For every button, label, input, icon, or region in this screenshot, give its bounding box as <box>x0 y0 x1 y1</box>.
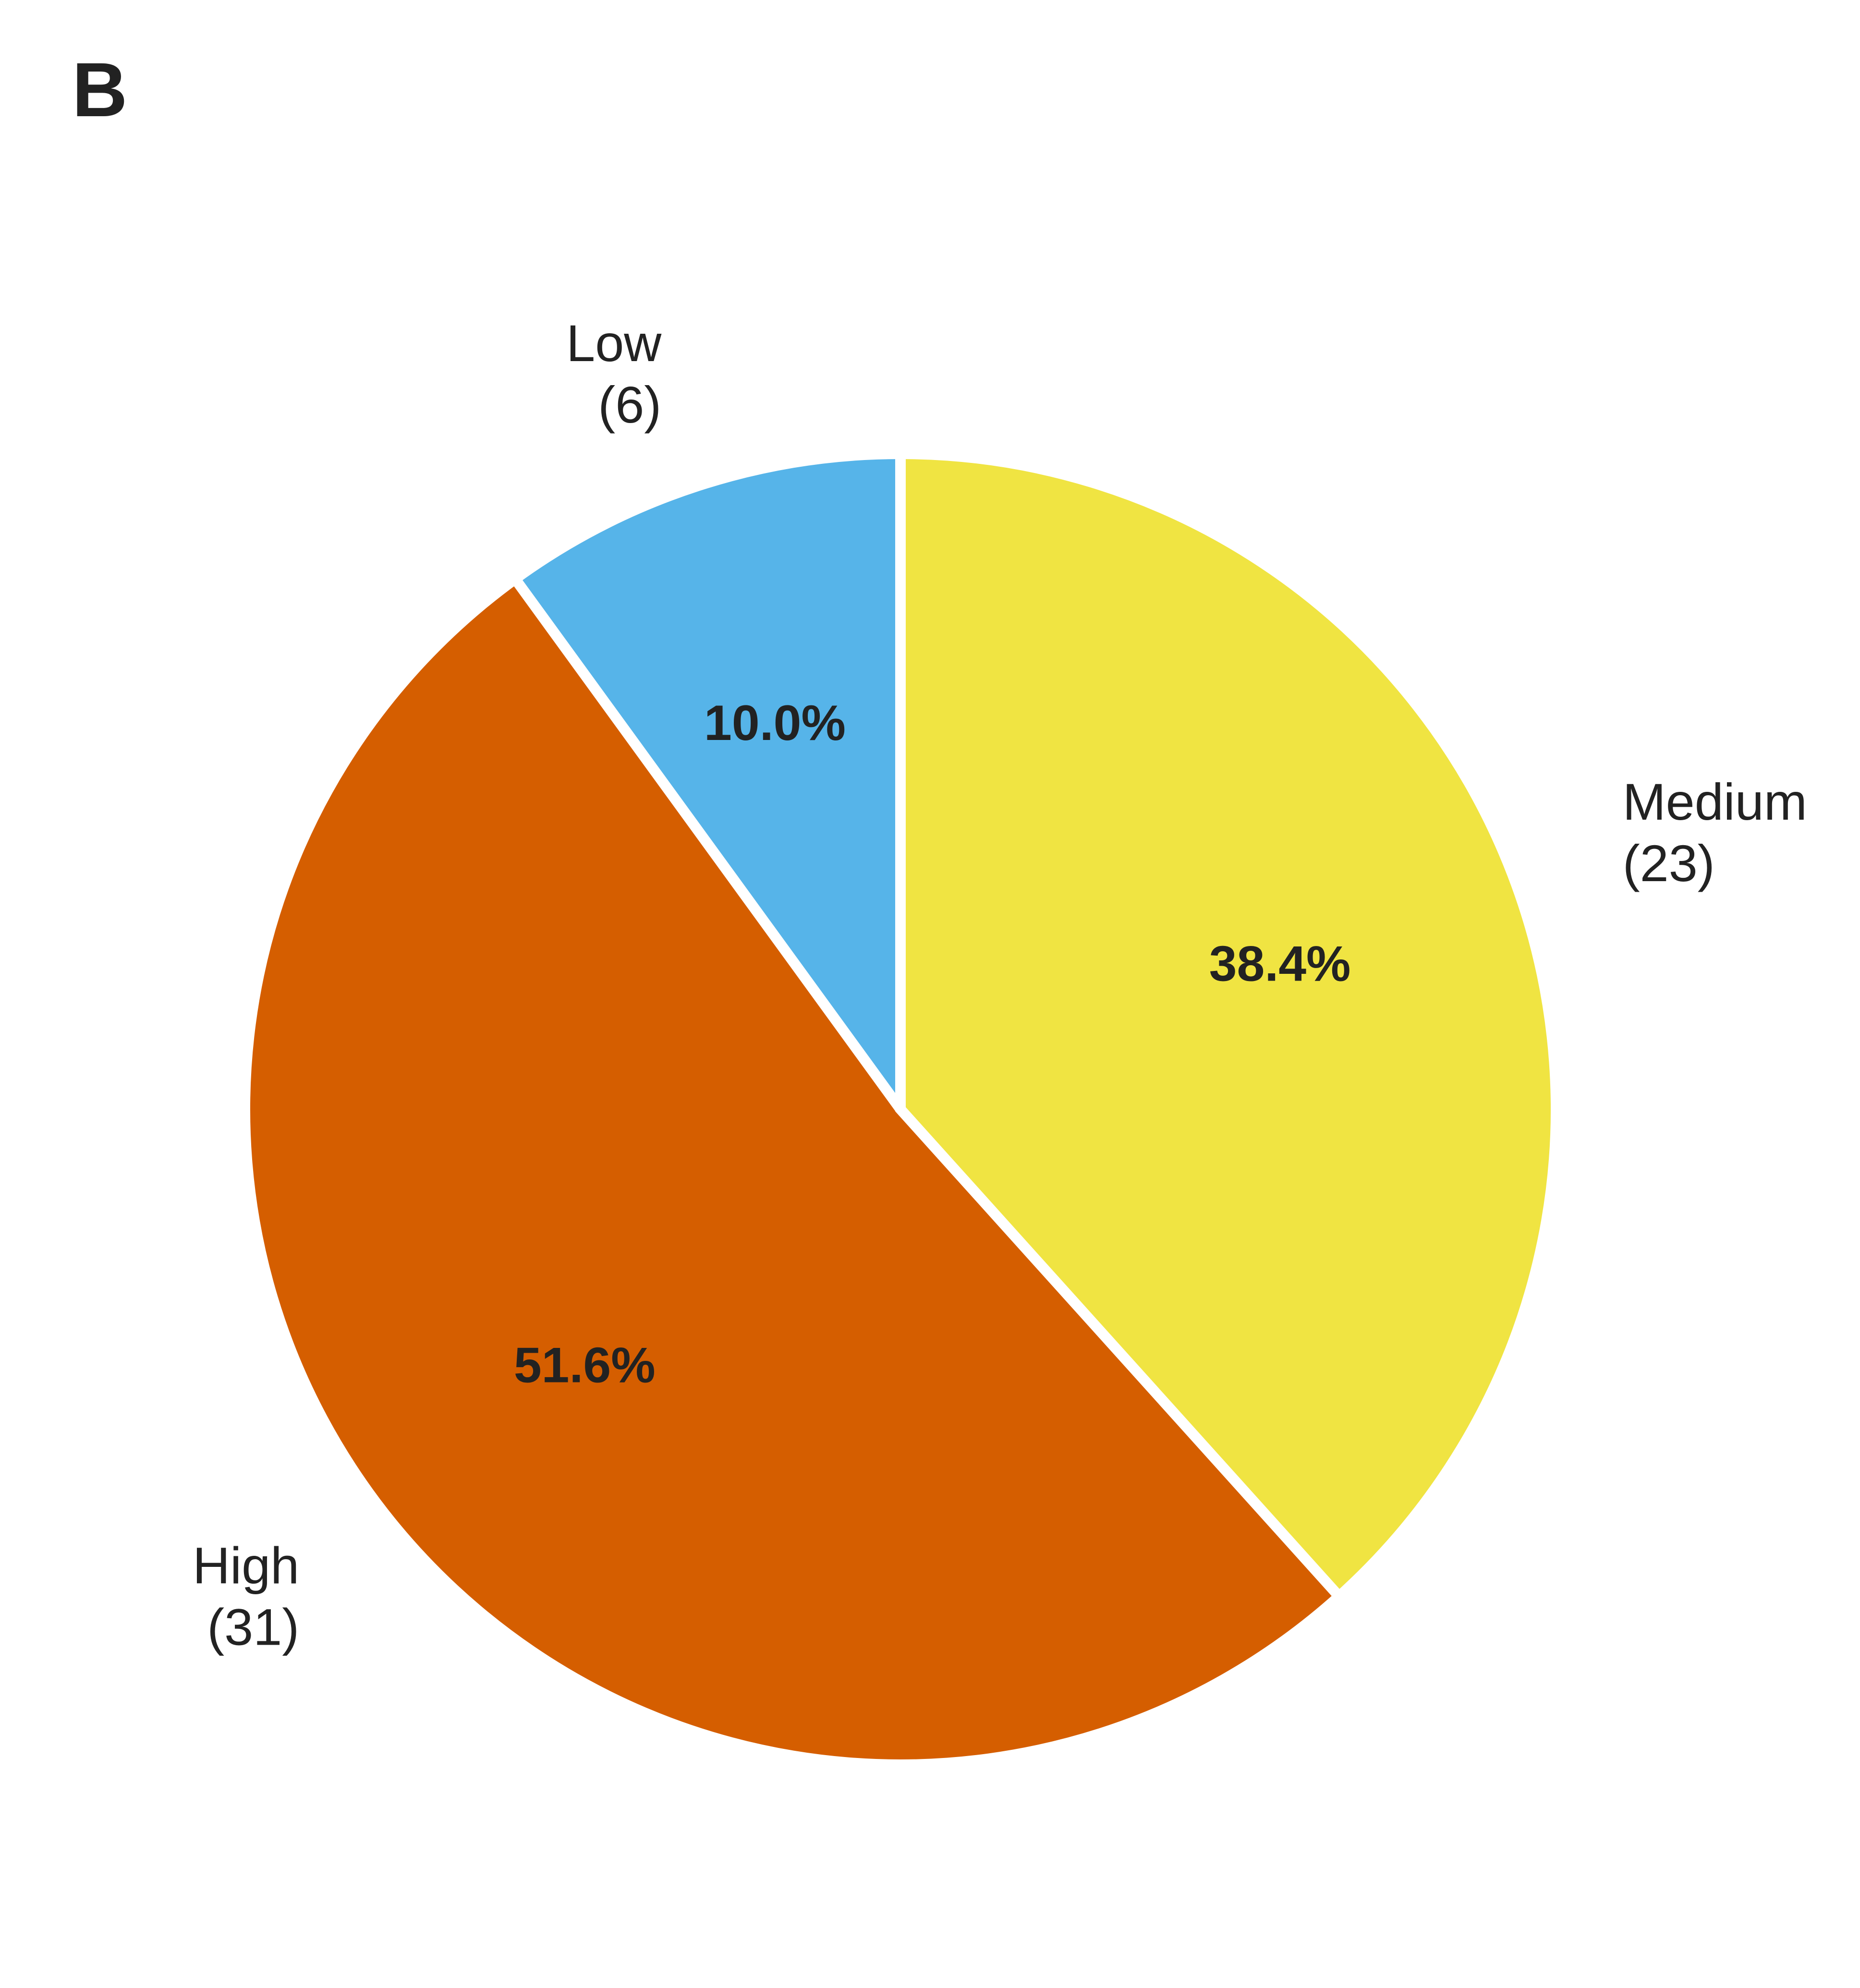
panel-label: B <box>72 47 128 133</box>
pie-labels: 10.0% Low(6) 51.6% High(31) 38.4% Medium(23) <box>193 314 1807 1656</box>
category-label-medium: Medium <box>1623 773 1807 831</box>
percent-label-medium: 38.4% <box>1209 936 1351 992</box>
pie-slices <box>240 448 1561 1770</box>
percent-label-high: 51.6% <box>514 1338 656 1394</box>
pie-slice-high <box>240 571 1347 1770</box>
count-label-high: (31) <box>207 1598 299 1656</box>
percent-label-low: 10.0% <box>704 695 846 751</box>
pie-slice-low <box>508 448 906 1126</box>
category-label-high: High <box>193 1537 299 1595</box>
category-label-low: Low <box>566 314 662 372</box>
count-label-medium: (23) <box>1623 834 1715 892</box>
pie-slice-medium <box>895 448 1561 1604</box>
count-label-low: (6) <box>598 376 661 434</box>
